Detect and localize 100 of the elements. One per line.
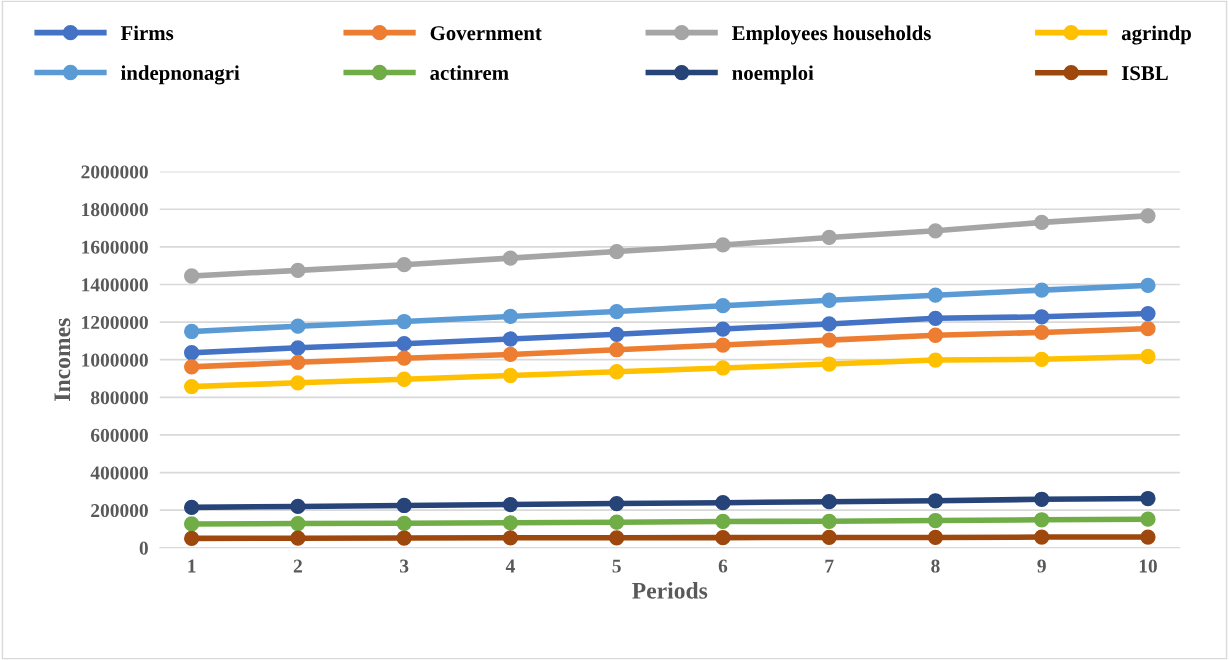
y-tick-label: 400000 bbox=[90, 466, 148, 480]
y-tick-label: 0 bbox=[139, 541, 148, 555]
point bbox=[396, 257, 412, 273]
point bbox=[1034, 512, 1050, 528]
point bbox=[184, 345, 200, 361]
point bbox=[1140, 348, 1156, 365]
point bbox=[821, 332, 837, 348]
point bbox=[184, 268, 200, 284]
y-tick-label: 2000000 bbox=[81, 165, 148, 179]
legend-label: ISBL bbox=[1121, 66, 1168, 81]
point bbox=[1034, 309, 1050, 325]
point bbox=[1034, 324, 1050, 341]
point bbox=[821, 494, 837, 510]
point bbox=[609, 364, 625, 380]
point bbox=[290, 262, 306, 278]
point bbox=[396, 530, 412, 546]
point bbox=[609, 303, 625, 320]
point bbox=[715, 360, 731, 376]
point bbox=[821, 292, 837, 308]
x-tick-label: 10 bbox=[1139, 559, 1157, 573]
point bbox=[927, 352, 944, 368]
point bbox=[502, 367, 519, 384]
legend-label: actinrem bbox=[430, 65, 509, 80]
x-tick-label: 7 bbox=[825, 559, 834, 573]
point bbox=[184, 359, 200, 375]
point bbox=[821, 356, 837, 372]
point bbox=[1034, 529, 1050, 545]
point bbox=[184, 499, 200, 515]
x-tick-label: 2 bbox=[293, 559, 302, 573]
x-tick-label: 3 bbox=[400, 559, 409, 573]
point bbox=[290, 498, 306, 515]
x-tick-label: 5 bbox=[612, 559, 621, 573]
y-tick-label: 800000 bbox=[90, 391, 148, 405]
point bbox=[715, 237, 731, 253]
point bbox=[1140, 305, 1156, 322]
legend-label: Firms bbox=[120, 25, 174, 41]
point bbox=[396, 350, 412, 366]
point bbox=[502, 496, 519, 513]
x-axis-title: Periods bbox=[632, 582, 708, 599]
point bbox=[502, 530, 519, 546]
point bbox=[609, 243, 625, 260]
point bbox=[396, 371, 412, 387]
point bbox=[184, 516, 200, 532]
point bbox=[1140, 511, 1156, 527]
point bbox=[927, 223, 944, 239]
point bbox=[927, 310, 944, 326]
point bbox=[821, 513, 837, 529]
point bbox=[290, 318, 306, 334]
point bbox=[821, 529, 837, 546]
point bbox=[715, 495, 731, 511]
point bbox=[609, 514, 625, 530]
legend-label: Employees households bbox=[732, 25, 931, 45]
y-tick-label: 1000000 bbox=[82, 353, 148, 367]
point bbox=[290, 340, 306, 356]
point bbox=[184, 530, 200, 547]
point bbox=[821, 316, 837, 332]
point bbox=[609, 342, 625, 358]
point bbox=[1034, 351, 1050, 367]
point bbox=[184, 378, 200, 395]
point bbox=[1140, 321, 1156, 337]
point bbox=[290, 375, 306, 391]
point bbox=[715, 321, 731, 337]
point bbox=[290, 530, 306, 546]
point bbox=[396, 515, 412, 531]
point bbox=[396, 497, 412, 514]
y-tick-label: 1200000 bbox=[82, 315, 148, 330]
point bbox=[502, 346, 519, 363]
x-tick-label: 6 bbox=[718, 559, 728, 573]
legend-label: Government bbox=[430, 26, 542, 41]
point bbox=[396, 313, 412, 330]
y-tick-label: 1600000 bbox=[82, 240, 148, 254]
y-axis-title: Incomes bbox=[54, 318, 71, 401]
x-tick-label: 4 bbox=[505, 559, 515, 573]
point bbox=[609, 495, 625, 512]
point bbox=[609, 326, 625, 342]
y-tick-label: 1400000 bbox=[82, 278, 148, 292]
point bbox=[715, 337, 731, 353]
legend-label: agrindp bbox=[1121, 25, 1191, 45]
point bbox=[1140, 208, 1156, 224]
y-tick-label: 600000 bbox=[90, 428, 148, 442]
point bbox=[927, 529, 944, 546]
point bbox=[715, 530, 731, 546]
point bbox=[502, 331, 519, 347]
x-tick-label: 8 bbox=[931, 559, 940, 573]
y-tick-label: 1800000 bbox=[82, 203, 148, 217]
point bbox=[715, 513, 731, 530]
point bbox=[927, 327, 944, 343]
legend-label: noemploi bbox=[732, 65, 814, 85]
point bbox=[1140, 490, 1156, 507]
point bbox=[184, 323, 200, 340]
point bbox=[1034, 214, 1050, 231]
point bbox=[609, 530, 625, 546]
point bbox=[927, 493, 944, 509]
y-tick-label: 200000 bbox=[91, 504, 148, 518]
point bbox=[290, 515, 306, 532]
point bbox=[290, 354, 306, 370]
x-tick-label: 9 bbox=[1037, 559, 1046, 573]
point bbox=[1034, 491, 1050, 507]
point bbox=[1140, 529, 1156, 545]
point bbox=[1140, 277, 1156, 294]
